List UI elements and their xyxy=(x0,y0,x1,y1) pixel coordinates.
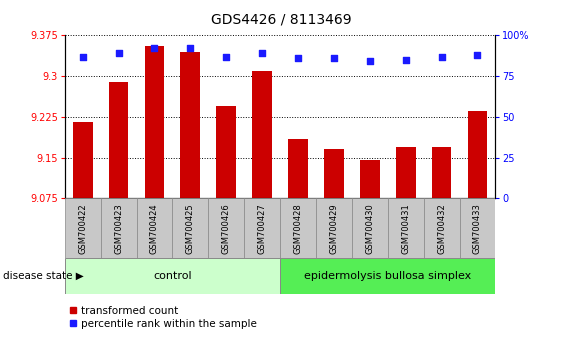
Bar xyxy=(109,81,128,198)
Text: GSM700430: GSM700430 xyxy=(365,203,374,254)
Text: GSM700432: GSM700432 xyxy=(437,203,446,254)
Bar xyxy=(208,198,244,258)
Point xyxy=(293,55,302,61)
Bar xyxy=(65,198,101,258)
Point xyxy=(329,55,338,61)
Text: control: control xyxy=(153,271,192,281)
Bar xyxy=(396,147,415,198)
Bar xyxy=(316,198,352,258)
Text: GSM700428: GSM700428 xyxy=(293,203,302,254)
Bar xyxy=(468,112,488,198)
Bar xyxy=(244,198,280,258)
Text: disease state ▶: disease state ▶ xyxy=(3,271,83,281)
Point xyxy=(114,51,123,56)
Bar xyxy=(280,198,316,258)
Text: GSM700433: GSM700433 xyxy=(473,203,482,254)
Bar xyxy=(352,198,388,258)
Point xyxy=(365,59,374,64)
Text: GSM700423: GSM700423 xyxy=(114,203,123,254)
Bar xyxy=(459,198,495,258)
Bar xyxy=(101,198,137,258)
Bar xyxy=(424,198,459,258)
Text: GSM700431: GSM700431 xyxy=(401,203,410,254)
Bar xyxy=(65,258,280,294)
Point xyxy=(258,51,267,56)
Text: GSM700426: GSM700426 xyxy=(222,203,231,254)
Point xyxy=(437,54,446,59)
Text: GSM700429: GSM700429 xyxy=(329,203,338,254)
Point xyxy=(401,57,410,63)
Bar xyxy=(432,147,452,198)
Text: GSM700422: GSM700422 xyxy=(78,203,87,254)
Text: GDS4426 / 8113469: GDS4426 / 8113469 xyxy=(211,12,352,27)
Point xyxy=(222,54,231,59)
Text: epidermolysis bullosa simplex: epidermolysis bullosa simplex xyxy=(304,271,471,281)
Bar xyxy=(137,198,172,258)
Bar xyxy=(172,198,208,258)
Point xyxy=(78,54,87,59)
Bar xyxy=(360,160,379,198)
Point xyxy=(473,52,482,58)
Bar xyxy=(145,46,164,198)
Text: GSM700424: GSM700424 xyxy=(150,203,159,254)
Bar xyxy=(73,122,92,198)
Bar xyxy=(288,138,308,198)
Bar xyxy=(252,71,272,198)
Point xyxy=(150,46,159,51)
Bar xyxy=(324,149,344,198)
Bar xyxy=(388,198,424,258)
Bar xyxy=(280,258,495,294)
Legend: transformed count, percentile rank within the sample: transformed count, percentile rank withi… xyxy=(70,306,257,329)
Text: GSM700427: GSM700427 xyxy=(258,203,267,254)
Point xyxy=(186,46,195,51)
Bar xyxy=(181,52,200,198)
Text: GSM700425: GSM700425 xyxy=(186,203,195,254)
Bar xyxy=(216,106,236,198)
